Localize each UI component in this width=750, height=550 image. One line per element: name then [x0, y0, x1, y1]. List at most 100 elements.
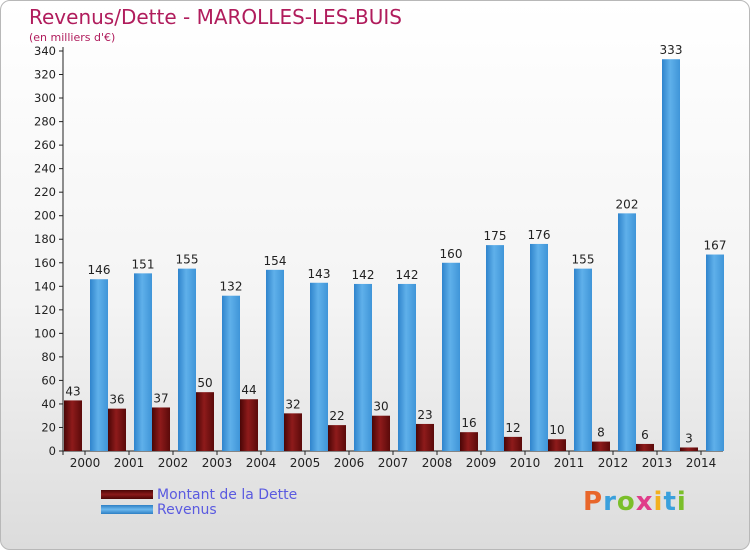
- revenue-value-label: 142: [396, 268, 419, 282]
- revenue-bar: [134, 273, 152, 451]
- revenue-value-label: 167: [704, 239, 727, 253]
- debt-value-label: 3: [685, 431, 693, 445]
- debt-value-label: 32: [285, 397, 300, 411]
- revenue-bar: [486, 245, 504, 451]
- debt-bar: [152, 407, 170, 451]
- legend-label-dette: Montant de la Dette: [157, 486, 298, 503]
- debt-bar: [416, 423, 434, 451]
- debt-bar: [460, 432, 478, 451]
- debt-value-label: 16: [461, 416, 476, 430]
- y-tick-label: 0: [49, 444, 56, 458]
- legend: Montant de la Dette Revenus: [101, 486, 298, 518]
- revenue-bar: [574, 268, 592, 451]
- revenue-bar: [178, 268, 196, 451]
- revenue-value-label: 155: [176, 253, 199, 267]
- x-tick-label: 2004: [246, 456, 277, 470]
- revenue-value-label: 333: [660, 43, 683, 57]
- debt-value-label: 6: [641, 428, 649, 442]
- revenue-value-label: 160: [440, 247, 463, 261]
- debt-value-label: 37: [153, 391, 168, 405]
- revenue-value-label: 154: [264, 254, 287, 268]
- revenue-bar: [618, 213, 636, 451]
- logo-letter: r: [603, 487, 617, 517]
- debt-value-label: 50: [197, 376, 212, 390]
- revenue-value-label: 151: [132, 257, 155, 271]
- logo-letter: P: [583, 487, 604, 517]
- x-tick-label: 2009: [466, 456, 497, 470]
- y-tick-label: 220: [34, 185, 56, 199]
- revenue-bar: [90, 279, 108, 451]
- legend-label-revenus: Revenus: [157, 501, 217, 518]
- revenue-value-label: 143: [308, 267, 331, 281]
- debt-value-label: 44: [241, 383, 256, 397]
- revenue-bar: [310, 282, 328, 451]
- y-tick-label: 200: [34, 209, 56, 223]
- revenue-bar: [530, 243, 548, 451]
- revenue-bar: [442, 262, 460, 451]
- revenue-value-label: 175: [484, 229, 507, 243]
- y-tick-label: 80: [41, 350, 56, 364]
- y-tick-label: 320: [34, 68, 56, 82]
- y-tick-label: 240: [34, 162, 56, 176]
- y-tick-label: 140: [34, 279, 56, 293]
- debt-bar: [328, 425, 346, 451]
- debt-bar: [284, 413, 302, 451]
- debt-bar: [548, 439, 566, 451]
- debt-value-label: 22: [329, 409, 344, 423]
- y-tick-label: 180: [34, 232, 56, 246]
- chart-title: Revenus/Dette - MAROLLES-LES-BUIS: [29, 5, 402, 29]
- x-tick-label: 2006: [334, 456, 365, 470]
- debt-bar: [240, 399, 258, 451]
- revenue-bar: [662, 59, 680, 452]
- revenue-value-label: 202: [616, 197, 639, 211]
- y-tick-label: 20: [41, 420, 56, 434]
- debt-value-label: 36: [109, 393, 124, 407]
- x-tick-label: 2013: [642, 456, 673, 470]
- legend-item-dette: Montant de la Dette: [101, 486, 298, 503]
- revenue-value-label: 176: [528, 228, 551, 242]
- x-tick-label: 2002: [158, 456, 189, 470]
- debt-value-label: 8: [597, 426, 605, 440]
- y-tick-label: 340: [34, 44, 56, 58]
- y-tick-label: 100: [34, 326, 56, 340]
- x-tick-label: 2010: [510, 456, 541, 470]
- x-tick-label: 2011: [554, 456, 585, 470]
- x-tick-label: 2000: [70, 456, 101, 470]
- proxiti-logo: Proxiti: [583, 487, 687, 517]
- legend-item-revenus: Revenus: [101, 501, 297, 518]
- debt-bar: [196, 392, 214, 451]
- revenue-value-label: 142: [352, 268, 375, 282]
- x-tick-label: 2014: [686, 456, 717, 470]
- x-tick-label: 2001: [114, 456, 145, 470]
- y-tick-label: 260: [34, 138, 56, 152]
- logo-letter: o: [616, 487, 636, 517]
- revenue-bar: [354, 283, 372, 451]
- debt-bar: [64, 400, 82, 451]
- x-tick-label: 2012: [598, 456, 629, 470]
- logo-letter: i: [676, 487, 687, 517]
- revenue-bar: [398, 283, 416, 451]
- debt-bar: [592, 441, 610, 451]
- revenue-value-label: 132: [220, 280, 243, 294]
- x-tick-label: 2007: [378, 456, 409, 470]
- legend-swatch-revenus: [101, 505, 153, 514]
- y-tick-label: 60: [41, 373, 56, 387]
- debt-value-label: 23: [417, 408, 432, 422]
- debt-bar: [504, 436, 522, 451]
- debt-bar: [636, 443, 654, 451]
- legend-swatch-dette: [101, 490, 153, 499]
- debt-value-label: 10: [549, 423, 564, 437]
- revenue-bar: [222, 295, 240, 451]
- revenue-bar: [706, 254, 724, 451]
- revenue-value-label: 146: [88, 263, 111, 277]
- y-tick-label: 300: [34, 91, 56, 105]
- logo-letter: t: [663, 487, 677, 517]
- y-tick-label: 120: [34, 303, 56, 317]
- x-tick-label: 2003: [202, 456, 233, 470]
- y-tick-label: 40: [41, 397, 56, 411]
- chart-subtitle: (en milliers d'€): [29, 31, 116, 44]
- debt-value-label: 12: [505, 421, 520, 435]
- revenue-bar: [266, 269, 284, 451]
